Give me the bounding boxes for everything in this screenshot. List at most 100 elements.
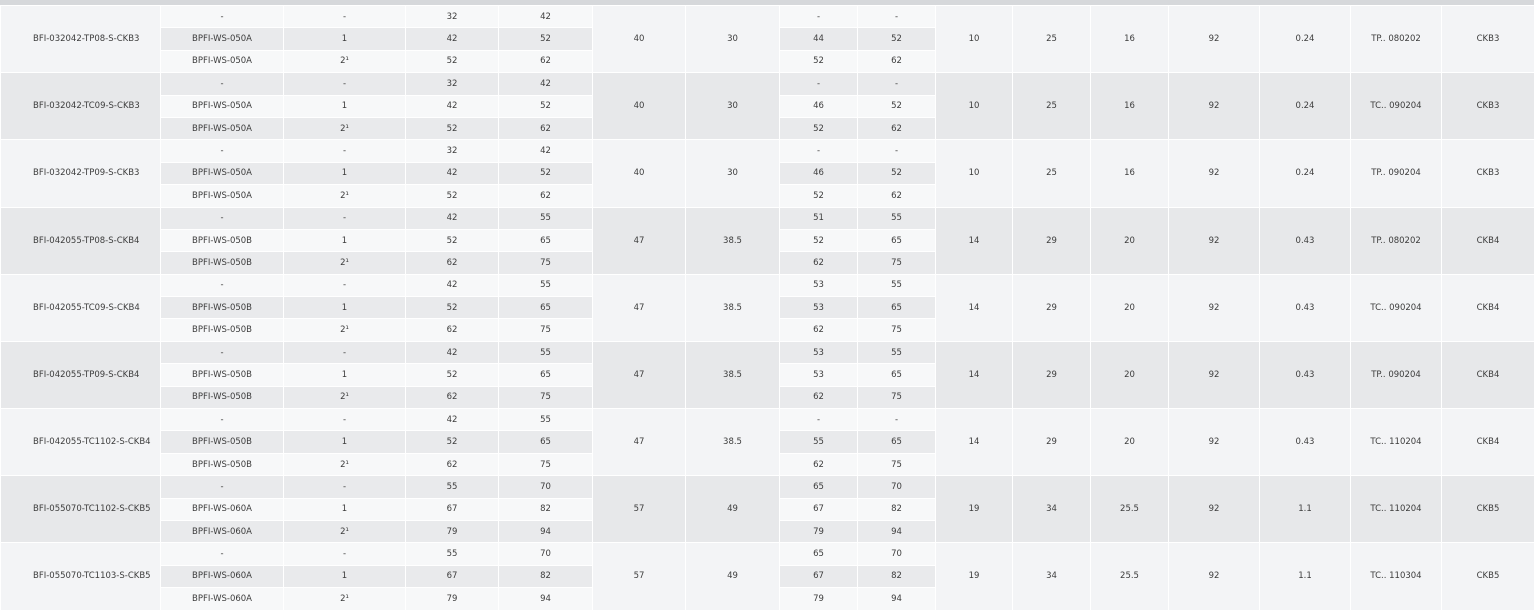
sub-cell: 1: [283, 430, 406, 454]
sub-cell: 82: [857, 564, 936, 589]
part-number: BFI-042055-TC09-S-CKB4: [0, 273, 161, 342]
sub-cell: BPFI-WS-050A: [160, 27, 284, 51]
sub-cell: 65: [498, 363, 593, 387]
group-cell: 19: [935, 542, 1013, 611]
sub-cell: 62: [498, 184, 593, 208]
sub-cell: 52: [405, 49, 499, 74]
sub-cell: 52: [405, 430, 499, 454]
sub-cell: 65: [498, 430, 593, 454]
sub-cell: BPFI-WS-050B: [160, 363, 284, 387]
group-cell: 47: [592, 340, 686, 410]
group-cell: 14: [935, 273, 1013, 342]
group-cell: 16: [1090, 4, 1169, 74]
table-row: BPFI-WS-050B 2¹ 62 75 62 75: [1, 318, 1534, 342]
sub-cell: 70: [498, 475, 593, 499]
group-cell: 25.5: [1090, 542, 1169, 611]
group-cell: 92: [1168, 139, 1260, 208]
sub-cell: -: [160, 139, 284, 163]
group-cell: 92: [1168, 475, 1260, 544]
sub-cell: 2¹: [283, 587, 406, 611]
group-cell: 25: [1012, 4, 1091, 74]
sub-cell: 2¹: [283, 452, 406, 477]
group-cell: 1.1: [1259, 542, 1351, 611]
group-cell: 16: [1090, 139, 1169, 208]
sub-cell: BPFI-WS-050B: [160, 385, 284, 410]
sub-cell: 32: [405, 72, 499, 96]
sub-cell: 52: [405, 184, 499, 208]
sub-cell: 2¹: [283, 519, 406, 544]
sub-cell: 55: [857, 340, 936, 365]
group-cell: 30: [685, 72, 780, 141]
sub-cell: -: [160, 206, 284, 230]
sub-cell: -: [779, 72, 858, 96]
sub-cell: 53: [779, 363, 858, 387]
sub-cell: 82: [498, 564, 593, 589]
table-row: BPFI-WS-050B 1 52 65 53 65: [1, 296, 1534, 320]
sub-cell: 94: [857, 587, 936, 611]
sub-cell: 75: [857, 452, 936, 477]
group-cell: 29: [1012, 408, 1091, 477]
sub-cell: -: [160, 542, 284, 566]
sub-cell: 2¹: [283, 251, 406, 275]
sub-cell: BPFI-WS-050A: [160, 49, 284, 74]
table-row: BPFI-WS-060A 1 67 82 67 82: [1, 497, 1534, 521]
sub-cell: 55: [498, 273, 593, 298]
group-cell: 20: [1090, 273, 1169, 342]
group-cell: 14: [935, 408, 1013, 477]
table-row: BFI-042055-TP09-S-CKB4- -42 55 47 38.5 53 55 14…: [0, 340, 1534, 410]
group-cell: CKB3: [1441, 4, 1534, 74]
sub-cell: 2¹: [283, 385, 406, 410]
group-cell: 25: [1012, 139, 1091, 208]
part-number: BFI-042055-TP09-S-CKB4: [0, 340, 161, 410]
group-cell: 0.24: [1259, 4, 1351, 74]
part-number: BFI-042055-TP08-S-CKB4: [0, 206, 161, 275]
sub-cell: 75: [857, 251, 936, 275]
sub-cell: -: [779, 4, 858, 29]
sub-cell: 1: [283, 161, 406, 186]
table-row: BPFI-WS-060A 2¹ 79 94 79 94: [1, 519, 1534, 544]
group-cell: 25: [1012, 72, 1091, 141]
sub-cell: 75: [857, 318, 936, 342]
group-cell: 0.24: [1259, 72, 1351, 141]
sub-cell: 2¹: [283, 49, 406, 74]
group-cell: TC.. 110204: [1350, 408, 1442, 477]
spec-table: BFI-032042-TP08-S-CKB3- -32 42 40 30- -10 25 16…: [0, 4, 1534, 611]
group-cell: 47: [592, 206, 686, 275]
sub-cell: 65: [498, 296, 593, 320]
sub-cell: 70: [857, 542, 936, 566]
sub-cell: 94: [857, 519, 936, 544]
sub-cell: BPFI-WS-050A: [160, 161, 284, 186]
sub-cell: 67: [405, 497, 499, 521]
sub-cell: 75: [498, 452, 593, 477]
sub-cell: 2¹: [283, 184, 406, 208]
sub-cell: -: [857, 408, 936, 432]
sub-cell: 52: [405, 116, 499, 141]
group-cell: 10: [935, 139, 1013, 208]
group-cell: 40: [592, 139, 686, 208]
group-cell: 40: [592, 4, 686, 74]
group-cell: 92: [1168, 408, 1260, 477]
sub-cell: 52: [498, 27, 593, 51]
sub-cell: 62: [779, 251, 858, 275]
sub-cell: -: [160, 4, 284, 29]
part-number: BFI-032042-TP08-S-CKB3: [0, 4, 161, 74]
sub-cell: BPFI-WS-050B: [160, 296, 284, 320]
group-cell: TP.. 080202: [1350, 206, 1442, 275]
sub-cell: 55: [405, 475, 499, 499]
part-number: BFI-042055-TC1102-S-CKB4: [0, 408, 161, 477]
sub-cell: 1: [283, 27, 406, 51]
group-cell: 34: [1012, 475, 1091, 544]
sub-cell: 82: [498, 497, 593, 521]
sub-cell: BPFI-WS-050A: [160, 94, 284, 118]
group-cell: 0.43: [1259, 340, 1351, 410]
sub-cell: 75: [498, 318, 593, 342]
sub-cell: BPFI-WS-050B: [160, 430, 284, 454]
group-cell: CKB4: [1441, 206, 1534, 275]
sub-cell: 67: [779, 497, 858, 521]
group-cell: TC.. 090204: [1350, 72, 1442, 141]
sub-cell: 42: [498, 4, 593, 29]
sub-cell: -: [283, 273, 406, 298]
group-cell: 47: [592, 273, 686, 342]
sub-cell: 53: [779, 273, 858, 298]
sub-cell: BPFI-WS-050B: [160, 318, 284, 342]
